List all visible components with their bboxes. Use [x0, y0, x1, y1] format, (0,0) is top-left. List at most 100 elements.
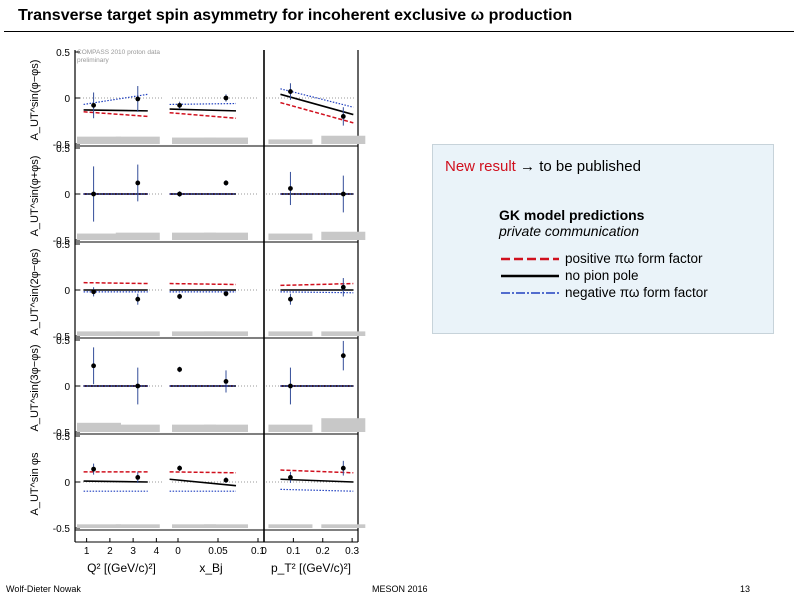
x-tick-label: 0.3: [345, 546, 359, 557]
data-point: [223, 291, 229, 297]
data-point: [340, 114, 346, 119]
data-point: [135, 180, 141, 186]
x-tick-label: 3: [130, 546, 136, 557]
model-curve-none: [280, 93, 354, 116]
x-tick-label: 4: [154, 546, 160, 557]
model-curve-none: [280, 478, 354, 483]
y-axis-label: A_UT^sin(φ−φs): [29, 60, 41, 141]
systematic-band: [77, 331, 121, 336]
systematic-band: [172, 524, 216, 528]
systematic-band: [77, 422, 121, 432]
model-curve-pos: [83, 281, 148, 285]
model-curve-pos: [169, 282, 237, 286]
y-tick-label: -0.5: [53, 140, 71, 151]
model-curve-pos: [169, 111, 237, 119]
data-point: [340, 465, 346, 471]
x-tick-label: 0.1: [286, 546, 300, 557]
systematic-band: [115, 524, 160, 528]
legend-item-none: no pion pole: [501, 268, 771, 285]
systematic-band: [268, 139, 313, 144]
x-tick-label: 0: [261, 546, 267, 557]
data-point: [91, 466, 96, 472]
asymmetry-figure: COMPASS 2010 proton data preliminary 0.5 0 -…: [20, 42, 370, 587]
data-point: [91, 363, 96, 369]
systematic-band: [204, 424, 248, 432]
data-point: [288, 89, 293, 94]
y-tick-label: 0.5: [56, 432, 70, 443]
y-tick-label: 0: [64, 190, 70, 201]
data-annotation: COMPASS 2010 proton data: [77, 49, 160, 56]
x-tick-label: 0.05: [208, 546, 228, 557]
data-point: [135, 475, 141, 480]
y-tick-label: -0.5: [53, 524, 71, 535]
data-point: [340, 353, 346, 359]
systematic-band: [321, 231, 366, 240]
legend-label: no pion pole: [565, 268, 639, 283]
data-point: [223, 477, 229, 483]
x-tick-label: 0.2: [316, 546, 330, 557]
y-tick-label: -0.5: [53, 428, 71, 439]
systematic-band: [204, 331, 248, 336]
systematic-band: [321, 418, 366, 432]
x-tick-label: 0.1: [251, 546, 265, 557]
systematic-band: [204, 232, 248, 240]
model-subtitle: private communication: [499, 223, 640, 239]
y-tick-label: 0: [64, 94, 70, 105]
model-curve-neg: [280, 291, 354, 294]
data-point: [340, 284, 346, 290]
y-axis-label: A_UT^sin(2φ−φs): [29, 249, 41, 336]
footer: Wolf-Dieter Nowak MESON 2016 13: [0, 584, 794, 595]
y-axis-label: A_UT^sin φs: [29, 452, 41, 516]
model-curve-pos: [280, 282, 354, 287]
data-point: [288, 186, 293, 191]
data-point: [177, 191, 183, 197]
model-curve-none: [169, 478, 237, 487]
systematic-band: [115, 331, 160, 336]
y-tick-label: 0.5: [56, 48, 70, 59]
footer-author: Wolf-Dieter Nowak: [6, 584, 81, 594]
systematic-band: [172, 424, 216, 432]
data-point: [223, 180, 229, 186]
data-point: [223, 95, 229, 101]
model-curve-pos: [280, 101, 354, 124]
systematic-band: [268, 424, 313, 432]
page-number: 13: [740, 584, 751, 594]
y-tick-label: 0: [64, 286, 70, 297]
systematic-band: [204, 524, 248, 528]
new-result-note: New result → to be published: [445, 158, 641, 175]
model-curve-none: [83, 109, 148, 112]
systematic-band: [321, 331, 366, 336]
x-axis-label: x_Bj: [199, 561, 222, 575]
systematic-band: [77, 233, 121, 240]
y-axis-label: A_UT^sin(3φ−φs): [29, 345, 41, 432]
systematic-band: [172, 331, 216, 336]
data-annotation: preliminary: [77, 57, 110, 64]
y-tick-label: -0.5: [53, 236, 71, 247]
x-tick-label: 2: [107, 546, 113, 557]
systematic-band: [115, 424, 160, 432]
data-point: [288, 475, 293, 480]
model-curve-pos: [169, 471, 237, 474]
data-point: [288, 383, 293, 389]
data-point: [177, 465, 183, 471]
footer-conference: MESON 2016: [372, 584, 428, 594]
systematic-band: [204, 137, 248, 144]
y-tick-label: 0: [64, 478, 70, 489]
systematic-band: [321, 135, 366, 144]
new-result-label: New result: [445, 158, 516, 175]
y-tick-label: 0.5: [56, 240, 70, 251]
model-curve-neg: [280, 488, 354, 492]
data-point: [91, 102, 96, 108]
x-axis-label: Q² [(GeV/c)²]: [87, 561, 156, 575]
model-curve-neg: [83, 93, 148, 106]
data-point: [223, 379, 229, 384]
model-curve-neg: [169, 102, 237, 106]
systematic-band: [115, 232, 160, 240]
y-tick-label: 0.5: [56, 336, 70, 347]
legend-item-negative: negative πω form factor: [501, 285, 771, 302]
data-point: [340, 191, 346, 197]
data-point: [177, 102, 183, 108]
slide-title: Transverse target spin asymmetry for inc…: [4, 2, 794, 32]
data-point: [135, 296, 141, 302]
y-tick-label: 0: [64, 382, 70, 393]
